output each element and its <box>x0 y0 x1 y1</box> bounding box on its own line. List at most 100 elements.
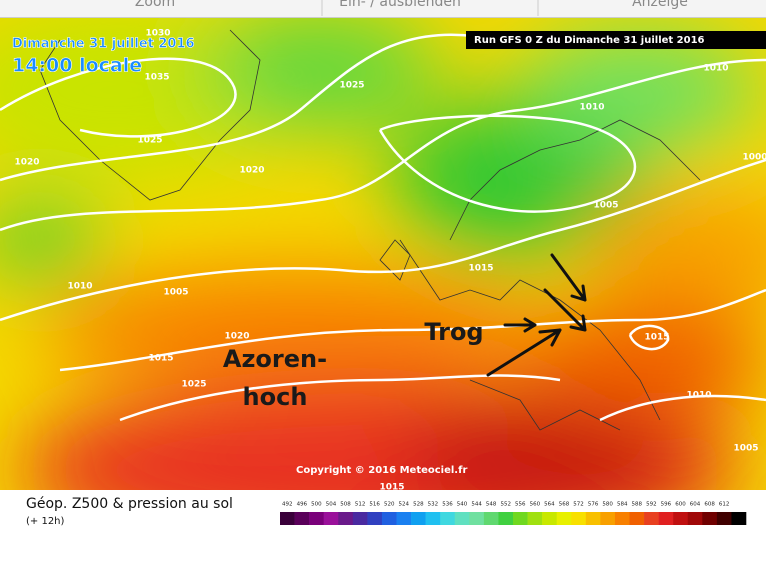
isobar-label: 1025 <box>181 380 206 390</box>
scale-label: 504 <box>326 502 337 508</box>
scale-label: 572 <box>573 502 584 508</box>
toolbar-items: Zoom Ein- / ausblenden Anzeige <box>135 0 688 16</box>
scale-label: 512 <box>355 502 366 508</box>
annotation-high: Azoren-hoch <box>223 345 327 411</box>
scale-swatch <box>731 512 747 525</box>
scale-swatch <box>469 512 485 525</box>
run-box <box>466 31 766 49</box>
isobar-label: 1010 <box>67 282 92 292</box>
scale-label: 608 <box>704 502 715 508</box>
scale-label: 536 <box>442 502 453 508</box>
scale-swatch <box>454 512 470 525</box>
scale-swatch <box>396 512 412 525</box>
scale-swatch <box>483 512 499 525</box>
scale-label: 592 <box>646 502 657 508</box>
map-date: Dimanche 31 juillet 2016 <box>12 37 195 52</box>
scale-swatch <box>585 512 601 525</box>
scale-label: 544 <box>471 502 482 508</box>
scale-label: 612 <box>719 502 730 508</box>
scale-swatch <box>600 512 616 525</box>
isobar-label: 1005 <box>593 201 618 211</box>
scale-swatch <box>440 512 456 525</box>
scale-swatch <box>658 512 674 525</box>
scale-swatch <box>542 512 557 525</box>
scale-label: 600 <box>675 502 686 508</box>
coastlines <box>39 29 701 431</box>
scale-swatch <box>309 512 324 525</box>
scale-label: 568 <box>559 502 570 508</box>
scale-swatch <box>513 512 528 525</box>
scale-swatch <box>294 512 310 525</box>
scale-label: 564 <box>544 502 555 508</box>
scale-label: 524 <box>399 502 410 508</box>
scale-label: 596 <box>661 502 672 508</box>
scale-label: 552 <box>500 502 511 508</box>
isobar-label: 1025 <box>137 136 162 146</box>
scale-swatch <box>280 512 295 525</box>
scale-swatch <box>498 512 514 525</box>
isobar-label: 1010 <box>579 103 604 113</box>
scale-swatch <box>381 512 397 525</box>
isobar-label: 1025 <box>339 81 364 91</box>
map-time: 14:00 locale <box>12 55 142 77</box>
isobar-label: 1015 <box>468 264 493 274</box>
isobar-label: 1005 <box>733 444 758 454</box>
scale-swatch <box>644 512 659 525</box>
scale-swatch <box>716 512 732 525</box>
scale-swatch <box>425 512 441 525</box>
scale-swatch <box>411 512 426 525</box>
scale-label: 528 <box>413 502 424 508</box>
isobar-label: 1035 <box>144 73 169 83</box>
trough-arrows <box>486 253 587 377</box>
scale-label: 520 <box>384 502 395 508</box>
scale-label: 500 <box>311 502 322 508</box>
isobar-label: 1000 <box>742 153 766 163</box>
scale-swatch <box>687 512 703 525</box>
run-label: Run GFS 0 Z du Dimanche 31 juillet 2016 <box>474 35 705 46</box>
scale-label: 516 <box>369 502 380 508</box>
scale-swatch <box>323 512 339 525</box>
toolbar-item: Zoom <box>135 0 175 10</box>
scale-swatch <box>367 512 383 525</box>
scale-label: 540 <box>457 502 468 508</box>
scale-label: 532 <box>428 502 439 508</box>
isobar-label: 1020 <box>14 158 39 168</box>
scale-label: 604 <box>690 502 701 508</box>
isobar-label: 1015 <box>148 354 173 364</box>
isobar-label: 1010 <box>686 391 711 401</box>
color-scale: 492 496 500 504 508 512 516 520 524 528 532 536 540 5… <box>280 502 747 525</box>
scale-label: 556 <box>515 502 526 508</box>
scale-label: 588 <box>632 502 643 508</box>
scale-label: 560 <box>530 502 541 508</box>
legend-subtitle: (+ 12h) <box>26 516 65 527</box>
scale-swatch <box>527 512 543 525</box>
scale-swatch <box>352 512 368 525</box>
scale-swatch <box>338 512 354 525</box>
scale-label: 548 <box>486 502 497 508</box>
annotation-trough: Trog <box>424 318 483 346</box>
scale-label: 508 <box>340 502 351 508</box>
isobar-labels: 1030 1035 1025 1025 1020 1020 1010 1010 1005 1000… <box>14 29 766 493</box>
isobar-label: 1015 <box>644 333 669 343</box>
isobar-label: 1015 <box>379 483 404 493</box>
isobar-label: 1020 <box>224 332 249 342</box>
legend-title: Géop. Z500 & pression au sol <box>26 496 233 512</box>
scale-label: 584 <box>617 502 628 508</box>
isobar-label: 1010 <box>703 64 728 74</box>
scale-swatch <box>702 512 718 525</box>
isobars <box>0 33 766 422</box>
toolbar <box>0 0 766 18</box>
scale-label: 492 <box>282 502 293 508</box>
scale-swatch <box>614 512 630 525</box>
scale-label: 580 <box>602 502 613 508</box>
scale-label: 496 <box>297 502 308 508</box>
copyright: Copyright © 2016 Meteociel.fr <box>296 465 467 476</box>
isobar-label: 1030 <box>145 29 170 39</box>
isobar-label: 1005 <box>163 288 188 298</box>
isobar-label: 1020 <box>239 166 264 176</box>
scale-swatch <box>673 512 689 525</box>
